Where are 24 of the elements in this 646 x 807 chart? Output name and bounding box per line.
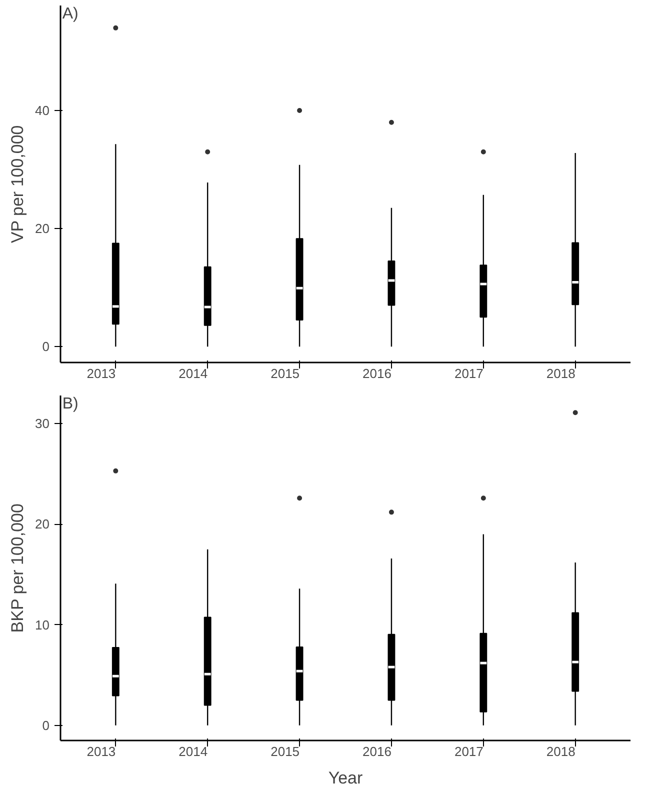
x-tick-label: 2013 [86, 366, 116, 381]
x-tick-label: 2017 [454, 744, 484, 759]
x-tick-label: 2015 [270, 744, 300, 759]
y-axis-title: BKP per 100,000 [8, 504, 28, 633]
x-axis-title: Year [328, 768, 364, 788]
x-tick-label: 2017 [454, 366, 484, 381]
y-tick-label: 20 [35, 516, 50, 532]
annotation: B) [62, 396, 78, 412]
x-tick-label: 2018 [546, 366, 576, 381]
x-tick-label: 2013 [86, 744, 116, 759]
x-tick-label: 2016 [362, 744, 392, 759]
y-tick-label: 10 [35, 617, 50, 632]
y-tick-label: 20 [35, 221, 50, 236]
x-tick-label: 2014 [178, 366, 208, 381]
x-tick-label: 2015 [270, 366, 300, 381]
y-axis-title: VP per 100,000 [8, 125, 28, 244]
x-tick-label: 2018 [546, 744, 576, 759]
y-tick-label: 30 [35, 416, 50, 432]
y-tick-label: 0 [42, 718, 50, 733]
x-tick-label: 2016 [362, 366, 392, 381]
y-tick-label: 40 [35, 103, 50, 118]
annotation: A) [62, 6, 78, 22]
y-tick-label: 0 [42, 339, 50, 354]
x-tick-label: 2014 [178, 744, 208, 759]
